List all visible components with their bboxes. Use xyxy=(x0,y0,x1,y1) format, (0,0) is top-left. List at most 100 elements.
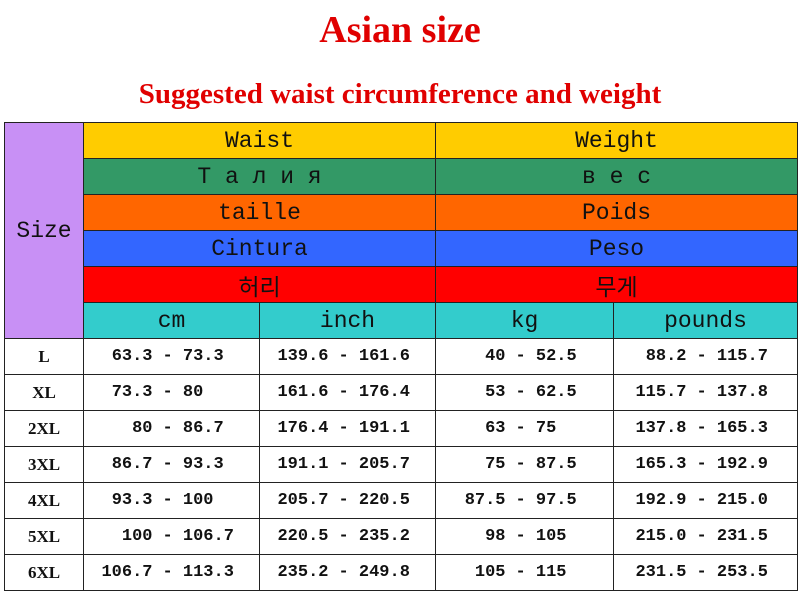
kg-cell: 40 - 52.5 xyxy=(435,338,614,375)
cm-cell: 63.3 - 73.3 xyxy=(83,338,260,375)
inch-cell: 235.2 - 249.8 xyxy=(259,554,436,591)
unit-pounds: pounds xyxy=(613,302,798,339)
pounds-cell: 215.0 - 231.5 xyxy=(613,518,798,555)
table-row: 6XL 106.7 - 113.3 235.2 - 249.8 105 - 115 231.5… xyxy=(4,554,798,591)
pounds-low: 165.3 xyxy=(635,455,687,474)
cm-high: - 93.3 xyxy=(162,455,224,474)
page-subtitle: Suggested waist circumference and weight xyxy=(138,78,662,110)
size-header: Size xyxy=(4,122,84,339)
weight-header: Peso xyxy=(435,230,798,267)
pounds-high: - 192.9 xyxy=(696,455,768,474)
size-cell: 3XL xyxy=(4,446,84,483)
cm-low: 73.3 xyxy=(111,383,153,402)
cm-low: 80 xyxy=(132,419,153,438)
table-row: 4XL 93.3 - 100 205.7 - 220.5 87.5 - 97.5 192.9-… xyxy=(4,482,798,519)
pounds-high: - 165.3 xyxy=(696,419,768,438)
cm-high: - 86.7 xyxy=(162,419,224,438)
cm-high: - 113.3 xyxy=(162,563,234,582)
inch-low: 205.7 xyxy=(277,491,329,510)
kg-high: - 75 xyxy=(515,419,557,438)
cm-cell: 93.3 - 100 xyxy=(83,482,260,519)
inch-cell: 139.6 - 161.6 xyxy=(259,338,436,375)
waist-header: Т а л и я xyxy=(83,158,436,195)
inch-low: 176.4 xyxy=(277,419,329,438)
pounds-high: - 115.7 xyxy=(696,347,768,366)
header-row-russian: Т а л и я в е с xyxy=(4,158,798,195)
weight-header: Weight xyxy=(435,122,798,159)
cm-low: 100 xyxy=(121,527,153,546)
pounds-cell: 192.9 - 215.0 xyxy=(613,482,798,519)
cm-cell: 73.3 - 80 xyxy=(83,374,260,411)
pounds-cell: 88.2 - 115.7 xyxy=(613,338,798,375)
inch-low: 161.6 xyxy=(277,383,329,402)
cm-cell: 100 - 106.7 xyxy=(83,518,260,555)
inch-high: - 235.2 xyxy=(338,527,410,546)
header-row-french: taille Poids xyxy=(4,194,798,231)
table-row: L 63.3 - 73.3 139.6 - 161.6 40 - 52.5 88.2 - 115… xyxy=(4,338,798,375)
inch-cell: 205.7 - 220.5 xyxy=(259,482,436,519)
inch-high: - 249.8 xyxy=(338,563,410,582)
size-cell: 6XL xyxy=(4,554,84,591)
kg-low: 40 xyxy=(485,347,506,366)
cm-low: 86.7 xyxy=(111,455,153,474)
kg-high: - 87.5 xyxy=(515,455,577,474)
kg-high: - 97.5 xyxy=(515,491,577,510)
size-cell: 5XL xyxy=(4,518,84,555)
kg-high: - 52.5 xyxy=(515,347,577,366)
inch-cell: 176.4 - 191.1 xyxy=(259,410,436,447)
units-row: cm inch kg pounds xyxy=(4,302,798,339)
size-cell: XL xyxy=(4,374,84,411)
unit-kg: kg xyxy=(435,302,614,339)
unit-inch: inch xyxy=(259,302,436,339)
waist-header: Cintura xyxy=(83,230,436,267)
pounds-high: - 137.8 xyxy=(696,383,768,402)
kg-cell: 75 - 87.5 xyxy=(435,446,614,483)
cm-cell: 106.7 - 113.3 xyxy=(83,554,260,591)
inch-high: - 205.7 xyxy=(338,455,410,474)
inch-high: - 220.5 xyxy=(338,491,410,510)
kg-cell: 63 - 75 xyxy=(435,410,614,447)
kg-high: - 115 xyxy=(515,563,567,582)
header-row-korean: 허리 무게 xyxy=(4,266,798,303)
inch-high: - 161.6 xyxy=(338,347,410,366)
pounds-low: 215.0 xyxy=(635,527,687,546)
kg-low: 98 xyxy=(485,527,506,546)
weight-header: 무게 xyxy=(435,266,798,303)
cm-low: 106.7 xyxy=(101,563,153,582)
cm-low: 63.3 xyxy=(111,347,153,366)
waist-header: Waist xyxy=(83,122,436,159)
table-row: XL 73.3 - 80 161.6 - 176.4 53 - 62.5 115.7 - 137… xyxy=(4,374,798,411)
cm-cell: 80 - 86.7 xyxy=(83,410,260,447)
page-title: Asian size xyxy=(319,9,481,51)
inch-low: 220.5 xyxy=(277,527,329,546)
pounds-high: - 215.0 xyxy=(696,491,768,510)
kg-low: 87.5 xyxy=(464,491,506,510)
pounds-cell: 231.5 - 253.5 xyxy=(613,554,798,591)
weight-header: в е с xyxy=(435,158,798,195)
inch-low: 191.1 xyxy=(277,455,329,474)
pounds-high: - 253.5 xyxy=(696,563,768,582)
kg-cell: 87.5 - 97.5 xyxy=(435,482,614,519)
pounds-cell: 115.7 - 137.8 xyxy=(613,374,798,411)
kg-cell: 105 - 115 xyxy=(435,554,614,591)
pounds-cell: 165.3 - 192.9 xyxy=(613,446,798,483)
waist-header: taille xyxy=(83,194,436,231)
size-chart-table: Size Waist Weight Т а л и я в е с taille… xyxy=(4,122,798,591)
size-cell: 2XL xyxy=(4,410,84,447)
inch-high: - 191.1 xyxy=(338,419,410,438)
weight-header: Poids xyxy=(435,194,798,231)
header-row-english: Size Waist Weight xyxy=(4,122,798,339)
kg-cell: 98 - 105 xyxy=(435,518,614,555)
kg-low: 63 xyxy=(485,419,506,438)
cm-low: 93.3 xyxy=(111,491,153,510)
kg-low: 53 xyxy=(485,383,506,402)
kg-high: - 105 xyxy=(515,527,567,546)
cm-high: - 106.7 xyxy=(162,527,234,546)
kg-low: 105 xyxy=(474,563,506,582)
header-row-spanish: Cintura Peso xyxy=(4,230,798,267)
cm-cell: 86.7 - 93.3 xyxy=(83,446,260,483)
cm-high: - 73.3 xyxy=(162,347,224,366)
size-cell: 4XL xyxy=(4,482,84,519)
pounds-high: - 231.5 xyxy=(696,527,768,546)
table-row: 2XL 80 - 86.7 176.4 - 191.1 63 - 75 137.8 - 165.… xyxy=(4,410,798,447)
